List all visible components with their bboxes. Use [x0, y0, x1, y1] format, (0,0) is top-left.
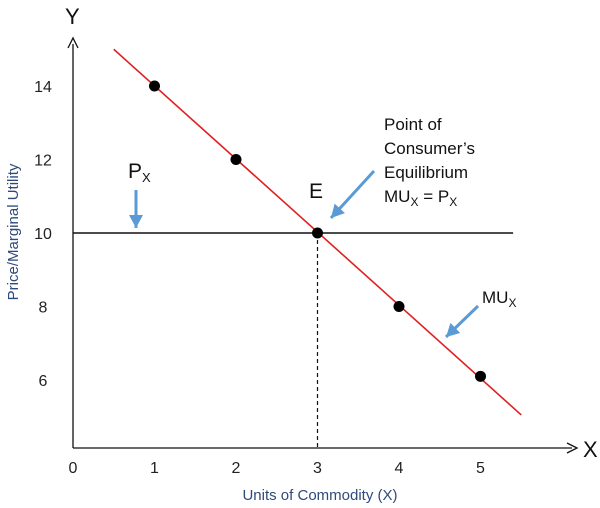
eq-sub1: X	[410, 195, 418, 209]
x-tick-label: 4	[395, 460, 404, 477]
px-label: PX	[128, 160, 151, 185]
y-tick-label: 12	[34, 153, 52, 170]
y-tick-label: 8	[39, 300, 48, 317]
equilibrium-text-equation: MUX = PX	[384, 187, 457, 209]
y-axis-end-label: Y	[65, 4, 80, 29]
y-tick-label: 14	[34, 79, 52, 96]
x-axis-arrow	[566, 442, 579, 454]
equilibrium-arrow-head	[331, 203, 345, 218]
px-label-main: P	[128, 160, 142, 183]
y-tick-label: 10	[34, 226, 52, 243]
px-label-sub: X	[142, 170, 151, 185]
eq-sub2: X	[449, 195, 457, 209]
equilibrium-text: Point of Consumer’s Equilibrium MUX = PX	[384, 115, 475, 209]
equilibrium-text-line1: Point of	[384, 115, 442, 134]
equilibrium-text-line3: Equilibrium	[384, 163, 468, 182]
data-point	[230, 154, 242, 165]
mux-label-main: MU	[482, 288, 508, 307]
eq-mid: = P	[418, 187, 449, 206]
equilibrium-point-label: E	[309, 180, 323, 203]
data-point	[149, 80, 160, 92]
px-arrow-head	[129, 215, 143, 228]
x-tick-label: 0	[69, 460, 78, 477]
x-tick-label: 1	[150, 460, 159, 477]
annotations	[129, 169, 480, 339]
mux-arrow-head	[446, 322, 461, 337]
y-axis-arrow	[67, 36, 79, 49]
series-lines	[73, 48, 522, 448]
y-tick-label: 6	[39, 373, 48, 390]
x-tick-label: 2	[232, 460, 241, 477]
axes	[67, 36, 579, 454]
data-point	[312, 227, 323, 239]
data-point	[475, 370, 486, 382]
x-axis-label: Units of Commodity (X)	[242, 487, 397, 504]
mux-label-sub: X	[508, 296, 516, 310]
data-point	[393, 301, 405, 312]
x-axis-end-label: X	[583, 437, 598, 462]
mux-label: MUX	[482, 288, 516, 310]
x-tick-label: 5	[476, 460, 485, 477]
equilibrium-text-line2: Consumer’s	[384, 139, 475, 158]
eq-mu: MU	[384, 187, 410, 206]
y-axis-label: Price/Marginal Utility	[5, 163, 22, 300]
x-tick-label: 3	[313, 460, 322, 477]
data-points	[149, 80, 486, 382]
